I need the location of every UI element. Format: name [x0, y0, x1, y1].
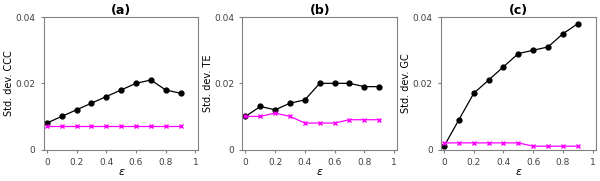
X-axis label: ε: ε — [515, 167, 521, 177]
Title: (a): (a) — [111, 4, 131, 17]
Y-axis label: Std. dev. TE: Std. dev. TE — [203, 55, 213, 112]
Title: (c): (c) — [509, 4, 528, 17]
Y-axis label: Std. dev. GC: Std. dev. GC — [401, 53, 412, 113]
X-axis label: ε: ε — [118, 167, 124, 177]
Title: (b): (b) — [310, 4, 330, 17]
X-axis label: ε: ε — [317, 167, 323, 177]
Y-axis label: Std. dev. CCC: Std. dev. CCC — [4, 50, 14, 116]
